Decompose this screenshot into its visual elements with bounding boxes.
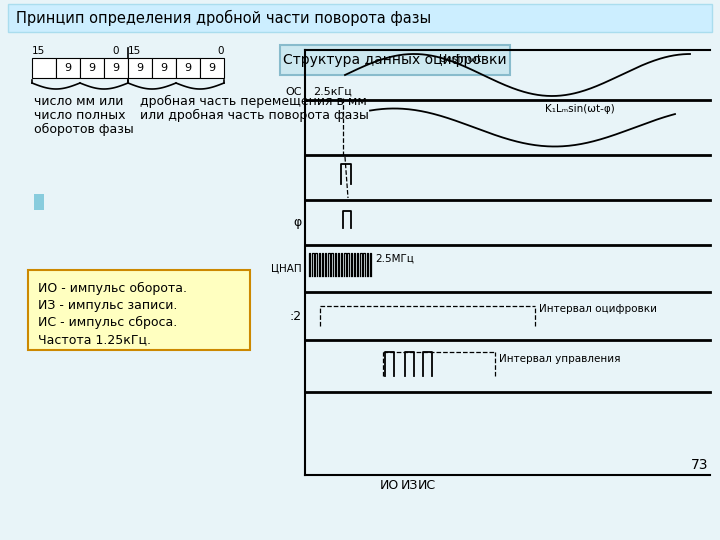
Text: число мм или: число мм или [34, 95, 123, 108]
Text: Интервал оцифровки: Интервал оцифровки [539, 304, 657, 314]
Text: 0: 0 [217, 46, 224, 56]
Text: число полных: число полных [34, 109, 125, 122]
Text: ИС - импульс сброса.: ИС - импульс сброса. [38, 316, 177, 329]
Text: 73: 73 [690, 458, 708, 472]
Bar [80, 58, 104, 78]
Text: 15: 15 [32, 46, 45, 56]
Text: ИО - импульс оборота.: ИО - импульс оборота. [38, 282, 187, 295]
Text: :2: :2 [290, 309, 302, 322]
Text: 15: 15 [128, 46, 141, 56]
Bar [104, 58, 128, 78]
Bar [32, 58, 56, 78]
Text: φ: φ [294, 216, 302, 229]
Text: ИЗ: ИЗ [400, 479, 418, 492]
Text: 9: 9 [208, 63, 215, 73]
Text: 9: 9 [184, 63, 192, 73]
Text: 9: 9 [136, 63, 143, 73]
Text: дробная часть перемещения в мм: дробная часть перемещения в мм [140, 95, 367, 108]
Text: ИО: ИО [379, 479, 399, 492]
FancyBboxPatch shape [280, 45, 510, 75]
Text: K₁Lₘsin(ωt-φ): K₁Lₘsin(ωt-φ) [545, 104, 615, 114]
Text: Структура данных оцифровки: Структура данных оцифровки [283, 53, 507, 67]
Text: U₀sinωt: U₀sinωt [438, 54, 481, 64]
Text: оборотов фазы: оборотов фазы [34, 123, 134, 136]
Text: ЦНАП: ЦНАП [271, 264, 302, 273]
Text: ОС: ОС [286, 87, 302, 97]
Bar [176, 58, 200, 78]
Bar [200, 58, 224, 78]
Bar [56, 58, 80, 78]
Text: Принцип определения дробной части поворота фазы: Принцип определения дробной части поворо… [16, 10, 431, 26]
Bar [34, 194, 44, 210]
Text: ИС: ИС [418, 479, 436, 492]
FancyBboxPatch shape [8, 4, 712, 32]
Text: 2.5МГц: 2.5МГц [375, 253, 414, 264]
Bar [128, 58, 152, 78]
Text: 9: 9 [112, 63, 120, 73]
Text: 0: 0 [113, 46, 120, 56]
Text: или дробная часть поворота фазы: или дробная часть поворота фазы [140, 109, 369, 122]
Text: Частота 1.25кГц.: Частота 1.25кГц. [38, 333, 151, 346]
Text: 9: 9 [64, 63, 71, 73]
Text: 9: 9 [89, 63, 96, 73]
Text: Интервал управления: Интервал управления [499, 354, 621, 364]
Text: 2.5кГц: 2.5кГц [313, 87, 352, 97]
Text: ИЗ - импульс записи.: ИЗ - импульс записи. [38, 299, 177, 312]
Bar [152, 58, 176, 78]
Text: 9: 9 [161, 63, 168, 73]
FancyBboxPatch shape [28, 270, 250, 350]
